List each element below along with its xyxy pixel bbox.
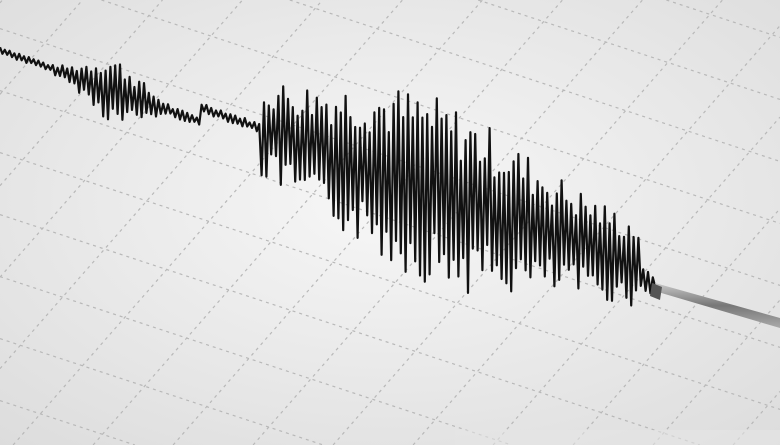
grid-line <box>732 391 780 445</box>
grid-line <box>0 338 324 445</box>
grid-line <box>666 0 780 38</box>
grid-line <box>0 0 3 4</box>
grid-line <box>289 0 780 162</box>
grid-line <box>12 0 403 445</box>
grid-line <box>412 25 780 445</box>
grid-line <box>101 0 780 224</box>
grid-line <box>0 276 512 445</box>
grid-line <box>0 0 243 278</box>
grid-line <box>92 0 483 445</box>
grid-line <box>572 208 780 445</box>
grid-line <box>172 0 563 445</box>
recorder-stylus <box>650 283 780 328</box>
seismic-trace <box>0 46 657 307</box>
watermark <box>455 430 780 445</box>
grid-line <box>0 0 323 369</box>
grid-line <box>0 0 163 187</box>
grid-line <box>0 400 136 445</box>
grid-line <box>332 0 723 445</box>
